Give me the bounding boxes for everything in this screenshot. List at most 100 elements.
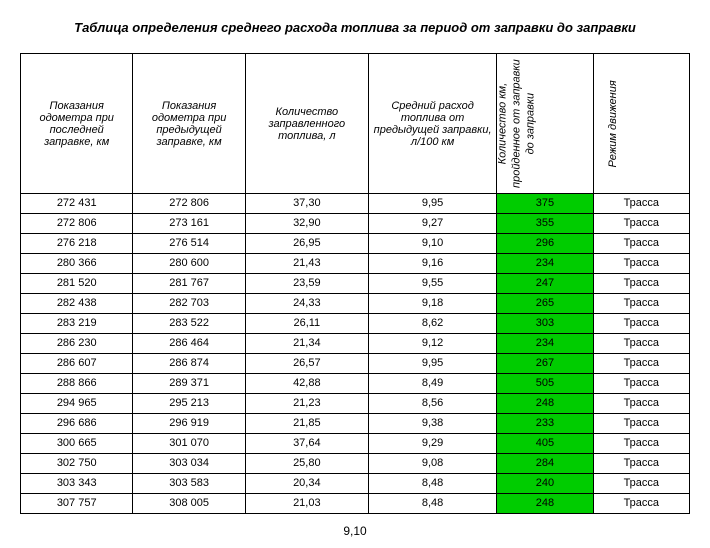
page-title: Таблица определения среднего расхода топ… — [20, 20, 690, 35]
cell-avg-consumption: 8,48 — [368, 494, 496, 514]
cell-fuel-amount: 26,95 — [245, 234, 368, 254]
cell-avg-consumption: 9,55 — [368, 274, 496, 294]
cell-odometer-last: 272 806 — [21, 214, 133, 234]
cell-odometer-prev: 276 514 — [133, 234, 245, 254]
table-row: 300 665301 07037,649,29405Трасса — [21, 434, 690, 454]
cell-fuel-amount: 24,33 — [245, 294, 368, 314]
cell-avg-consumption: 9,12 — [368, 334, 496, 354]
cell-distance: 405 — [497, 434, 593, 454]
cell-avg-consumption: 8,62 — [368, 314, 496, 334]
table-row: 296 686296 91921,859,38233Трасса — [21, 414, 690, 434]
cell-avg-consumption: 9,95 — [368, 194, 496, 214]
cell-avg-consumption: 9,16 — [368, 254, 496, 274]
cell-odometer-last: 286 230 — [21, 334, 133, 354]
cell-odometer-prev: 308 005 — [133, 494, 245, 514]
cell-odometer-last: 276 218 — [21, 234, 133, 254]
cell-fuel-amount: 21,34 — [245, 334, 368, 354]
cell-odometer-prev: 281 767 — [133, 274, 245, 294]
cell-fuel-amount: 20,34 — [245, 474, 368, 494]
cell-avg-consumption: 9,08 — [368, 454, 496, 474]
cell-distance: 240 — [497, 474, 593, 494]
cell-odometer-prev: 273 161 — [133, 214, 245, 234]
cell-mode: Трасса — [593, 274, 689, 294]
cell-distance: 265 — [497, 294, 593, 314]
cell-odometer-last: 288 866 — [21, 374, 133, 394]
cell-avg-consumption: 9,29 — [368, 434, 496, 454]
cell-odometer-prev: 272 806 — [133, 194, 245, 214]
table-row: 282 438282 70324,339,18265Трасса — [21, 294, 690, 314]
cell-odometer-last: 294 965 — [21, 394, 133, 414]
table-row: 283 219283 52226,118,62303Трасса — [21, 314, 690, 334]
cell-odometer-last: 300 665 — [21, 434, 133, 454]
cell-avg-consumption: 9,95 — [368, 354, 496, 374]
fuel-table: Показания одометра при последней заправк… — [20, 53, 690, 514]
table-row: 288 866289 37142,888,49505Трасса — [21, 374, 690, 394]
cell-fuel-amount: 25,80 — [245, 454, 368, 474]
cell-odometer-last: 307 757 — [21, 494, 133, 514]
cell-mode: Трасса — [593, 394, 689, 414]
col-header-odometer-last: Показания одометра при последней заправк… — [21, 54, 133, 194]
table-row: 307 757308 00521,038,48248Трасса — [21, 494, 690, 514]
col-header-fuel-amount: Количество заправленного топлива, л — [245, 54, 368, 194]
cell-odometer-prev: 289 371 — [133, 374, 245, 394]
cell-fuel-amount: 21,85 — [245, 414, 368, 434]
cell-fuel-amount: 37,30 — [245, 194, 368, 214]
cell-mode: Трасса — [593, 494, 689, 514]
col-header-mode: Режим движения — [593, 54, 689, 194]
cell-mode: Трасса — [593, 454, 689, 474]
cell-mode: Трасса — [593, 194, 689, 214]
cell-mode: Трасса — [593, 254, 689, 274]
table-row: 286 230286 46421,349,12234Трасса — [21, 334, 690, 354]
cell-odometer-prev: 286 464 — [133, 334, 245, 354]
cell-avg-consumption: 9,18 — [368, 294, 496, 314]
cell-odometer-prev: 296 919 — [133, 414, 245, 434]
cell-odometer-last: 296 686 — [21, 414, 133, 434]
cell-fuel-amount: 21,43 — [245, 254, 368, 274]
cell-fuel-amount: 26,11 — [245, 314, 368, 334]
footer-value: 9,10 — [20, 524, 690, 538]
cell-odometer-prev: 283 522 — [133, 314, 245, 334]
cell-mode: Трасса — [593, 354, 689, 374]
cell-mode: Трасса — [593, 334, 689, 354]
cell-fuel-amount: 42,88 — [245, 374, 368, 394]
cell-mode: Трасса — [593, 414, 689, 434]
cell-avg-consumption: 9,27 — [368, 214, 496, 234]
cell-distance: 284 — [497, 454, 593, 474]
cell-avg-consumption: 8,48 — [368, 474, 496, 494]
cell-fuel-amount: 23,59 — [245, 274, 368, 294]
cell-odometer-prev: 282 703 — [133, 294, 245, 314]
cell-distance: 303 — [497, 314, 593, 334]
table-row: 286 607286 87426,579,95267Трасса — [21, 354, 690, 374]
table-row: 280 366280 60021,439,16234Трасса — [21, 254, 690, 274]
cell-distance: 505 — [497, 374, 593, 394]
cell-mode: Трасса — [593, 434, 689, 454]
cell-fuel-amount: 21,23 — [245, 394, 368, 414]
cell-mode: Трасса — [593, 214, 689, 234]
cell-fuel-amount: 26,57 — [245, 354, 368, 374]
cell-distance: 234 — [497, 334, 593, 354]
cell-mode: Трасса — [593, 474, 689, 494]
page: Таблица определения среднего расхода топ… — [0, 0, 710, 548]
table-row: 303 343303 58320,348,48240Трасса — [21, 474, 690, 494]
cell-distance: 248 — [497, 494, 593, 514]
cell-mode: Трасса — [593, 294, 689, 314]
cell-odometer-last: 303 343 — [21, 474, 133, 494]
cell-distance: 355 — [497, 214, 593, 234]
cell-avg-consumption: 9,10 — [368, 234, 496, 254]
table-row: 302 750303 03425,809,08284Трасса — [21, 454, 690, 474]
cell-distance: 375 — [497, 194, 593, 214]
table-row: 272 806273 16132,909,27355Трасса — [21, 214, 690, 234]
cell-fuel-amount: 37,64 — [245, 434, 368, 454]
table-header-row: Показания одометра при последней заправк… — [21, 54, 690, 194]
table-row: 281 520281 76723,599,55247Трасса — [21, 274, 690, 294]
cell-distance: 247 — [497, 274, 593, 294]
table-row: 276 218276 51426,959,10296Трасса — [21, 234, 690, 254]
cell-distance: 234 — [497, 254, 593, 274]
cell-avg-consumption: 8,49 — [368, 374, 496, 394]
cell-odometer-last: 272 431 — [21, 194, 133, 214]
cell-odometer-prev: 303 583 — [133, 474, 245, 494]
cell-fuel-amount: 21,03 — [245, 494, 368, 514]
col-header-distance: Количество км, пройденное от заправки до… — [497, 54, 593, 194]
cell-odometer-prev: 280 600 — [133, 254, 245, 274]
col-header-odometer-prev: Показания одометра при предыдущей заправ… — [133, 54, 245, 194]
